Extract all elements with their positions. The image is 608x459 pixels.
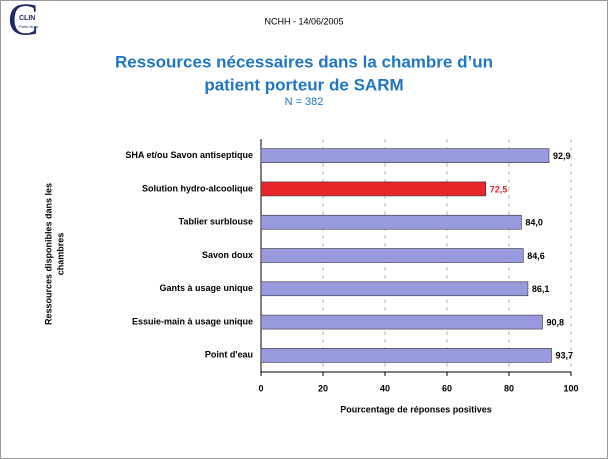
bar bbox=[260, 348, 552, 363]
logo-text: CLIN bbox=[19, 15, 35, 22]
bar bbox=[260, 281, 529, 297]
x-tick-label: 60 bbox=[442, 383, 452, 393]
x-tick-label: 20 bbox=[318, 383, 328, 393]
bar bbox=[260, 181, 487, 197]
x-tick-label: 80 bbox=[504, 383, 514, 393]
y-tick-label: Point d'eau bbox=[205, 350, 253, 360]
subtitle: N = 382 bbox=[285, 96, 324, 108]
y-label-line: Ressources disponibles dans les bbox=[43, 183, 53, 325]
logo-subtext: Paris-Nord bbox=[19, 24, 38, 29]
value-label: 84,6 bbox=[527, 251, 545, 261]
y-tick-label: SHA et/ou Savon antiseptique bbox=[125, 150, 253, 160]
x-tick-label: 40 bbox=[380, 383, 390, 393]
value-label: 86,1 bbox=[532, 284, 550, 294]
value-label: 72,5 bbox=[490, 184, 508, 194]
x-label: Pourcentage de réponses positives bbox=[340, 404, 492, 414]
value-label: 92,9 bbox=[553, 151, 571, 161]
title-line: Ressources nécessaires dans la chambre d… bbox=[115, 52, 493, 71]
bar bbox=[260, 214, 522, 230]
y-tick-label: Gants à usage unique bbox=[159, 283, 253, 293]
bar bbox=[260, 248, 524, 263]
bar bbox=[260, 148, 550, 163]
value-label: 90,8 bbox=[546, 317, 564, 327]
logo-letter: C bbox=[8, 0, 39, 45]
bar bbox=[260, 314, 543, 330]
y-tick-label: Solution hydro-alcoolique bbox=[142, 183, 253, 193]
y-label-line: chambres bbox=[55, 233, 65, 276]
x-tick-label: 100 bbox=[563, 383, 578, 393]
x-tick-label: 0 bbox=[258, 383, 263, 393]
header: NCHH - 14/06/2005 bbox=[264, 16, 343, 26]
y-tick-label: Savon doux bbox=[202, 250, 253, 260]
y-label: Ressources disponibles dans les chambres bbox=[43, 183, 65, 325]
y-tick-label: Essuie-main à usage unique bbox=[132, 316, 253, 326]
value-label: 93,7 bbox=[555, 351, 573, 361]
title-line: patient porteur de SARM bbox=[204, 75, 403, 94]
y-tick-label: Tablier surblouse bbox=[179, 217, 253, 227]
value-label: 84,0 bbox=[525, 218, 543, 228]
